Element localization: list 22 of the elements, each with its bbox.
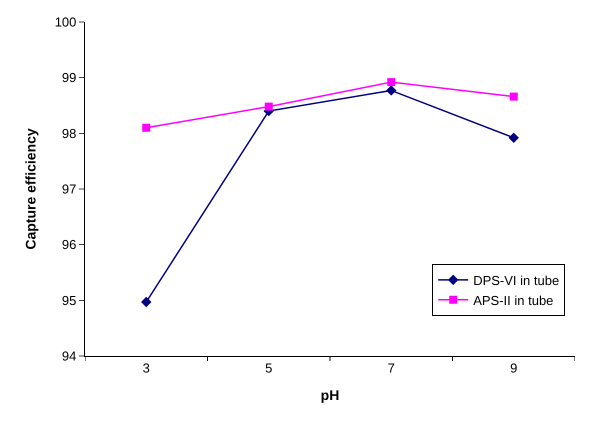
point xyxy=(141,296,152,308)
y-axis-title: Capture efficiency xyxy=(22,128,38,250)
y-tick-label: 100 xyxy=(54,14,76,30)
y-tick-label: 97 xyxy=(62,182,76,197)
point xyxy=(508,132,519,143)
point xyxy=(387,78,396,86)
legend-label: APS-II in tube xyxy=(473,292,554,308)
y-tick-label: 99 xyxy=(62,70,76,86)
x-tick-label: 7 xyxy=(388,360,395,376)
x-tick-label: 9 xyxy=(510,360,518,376)
legend-label: DPS-VI in tube xyxy=(473,272,560,288)
y-tick-label: 94 xyxy=(62,348,76,364)
point xyxy=(510,92,518,101)
point xyxy=(142,124,150,132)
x-tick-label: 3 xyxy=(142,360,150,376)
x-tick-label: 5 xyxy=(265,360,272,376)
x-axis-title: pH xyxy=(320,386,340,403)
y-tick-label: 98 xyxy=(62,126,76,141)
y-tick-label: 95 xyxy=(62,292,76,308)
point xyxy=(386,85,396,96)
y-tick-label: 96 xyxy=(62,237,76,252)
point xyxy=(264,102,273,111)
